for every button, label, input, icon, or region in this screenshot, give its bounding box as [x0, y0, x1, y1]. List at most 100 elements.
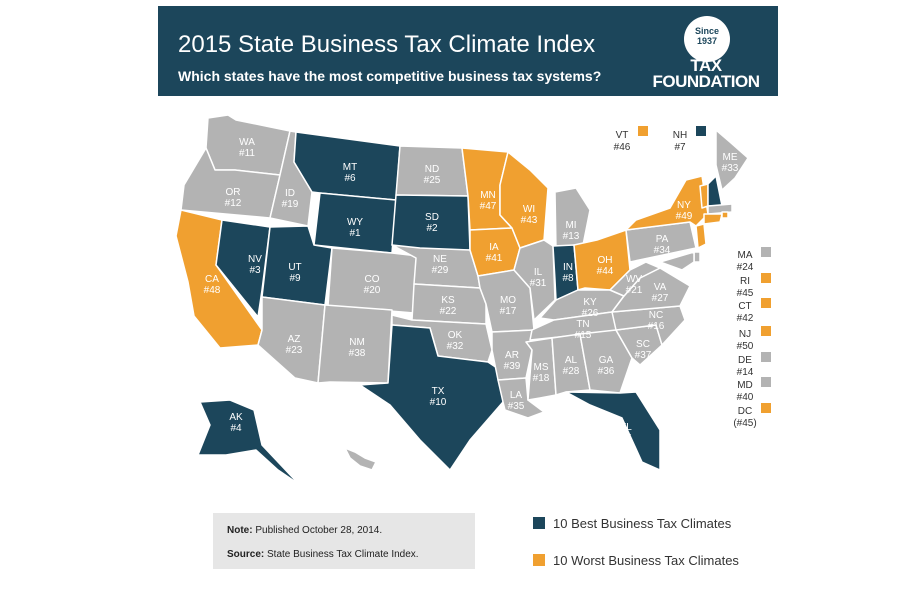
state-code: WY [347, 217, 363, 228]
state-ak [197, 399, 301, 486]
state-code: NE [433, 254, 447, 265]
state-code: MI [565, 220, 576, 231]
state-code: KY [583, 297, 597, 308]
state-label-wy: WY #1 [347, 217, 363, 239]
state-rank: #25 [424, 175, 441, 186]
state-wv [609, 261, 661, 297]
callout-code: NJ [739, 329, 751, 340]
state-rank: #48 [204, 285, 221, 296]
state-code: AL [565, 355, 578, 366]
state-label-mn: MN #47 [480, 190, 497, 212]
state-code: WA [239, 137, 255, 148]
legend-worst-swatch [533, 554, 545, 566]
state-label-ia: IA #41 [486, 242, 503, 264]
state-de [693, 251, 701, 263]
state-label-ms: MS #18 [533, 362, 550, 384]
state-md [659, 251, 695, 271]
state-label-tx: TX #10 [430, 386, 447, 408]
callout-code: MD [737, 380, 753, 391]
state-rank: #6 [344, 173, 356, 184]
state-rank: #41 [486, 253, 503, 264]
state-rank: #19 [282, 199, 299, 210]
state-label-sc: SC #37 [635, 339, 652, 361]
state-label-ok: OK #32 [447, 330, 464, 352]
callout-swatch-md [761, 377, 771, 387]
state-ri [721, 211, 729, 219]
state-rank: #30 [337, 473, 354, 484]
state-me [715, 129, 749, 191]
state-label-ne: NE #29 [432, 254, 449, 276]
state-label-ut: UT #9 [288, 262, 301, 284]
state-rank: #17 [500, 306, 517, 317]
state-label-fl: FL #5 [620, 422, 632, 444]
callout-swatch-ct [761, 298, 771, 308]
state-rank: #3 [249, 265, 261, 276]
callout-code: NH [673, 130, 687, 141]
page-title: 2015 State Business Tax Climate Index [178, 31, 596, 58]
state-rank: #28 [563, 366, 580, 377]
state-label-or: OR #12 [225, 187, 242, 209]
state-rank: #29 [432, 265, 449, 276]
state-vt [699, 183, 709, 209]
state-code: AK [229, 412, 243, 423]
state-rank: #9 [289, 273, 301, 284]
state-ga [579, 329, 633, 394]
state-code: KS [441, 295, 455, 306]
callout-label-ri: RI #45 [737, 276, 754, 299]
state-label-mi: MI #13 [563, 220, 580, 242]
callout-swatch-ma [761, 247, 771, 257]
state-label-ky: KY #26 [582, 297, 599, 319]
state-rank: #44 [597, 266, 614, 277]
state-code: UT [288, 262, 301, 273]
state-label-ca: CA #48 [204, 274, 221, 296]
state-il [513, 239, 556, 321]
state-label-ga: GA #36 [598, 355, 615, 377]
note-line: Note: Published October 28, 2014. [227, 525, 382, 536]
state-code: LA [510, 390, 523, 401]
logo-word-tax: TAX [690, 56, 722, 75]
state-code: NV [248, 254, 262, 265]
state-code: OR [226, 187, 241, 198]
callout-rank: #42 [737, 313, 754, 324]
state-la [497, 377, 545, 419]
state-label-hi: HI #30 [337, 462, 354, 484]
state-code: IN [563, 262, 573, 273]
state-code: MO [500, 295, 516, 306]
state-rank: #37 [635, 350, 652, 361]
state-rank: #20 [364, 285, 381, 296]
state-rank: #21 [626, 285, 643, 296]
state-ks [411, 283, 487, 325]
state-rank: #4 [230, 423, 242, 434]
state-hi [344, 447, 377, 471]
state-code: CO [365, 274, 380, 285]
state-code: VA [654, 282, 667, 293]
state-rank: #26 [582, 308, 599, 319]
state-label-nm: NM #38 [349, 337, 366, 359]
state-nm [317, 304, 393, 384]
state-code: WV [626, 274, 642, 285]
source-label: Source: [227, 549, 265, 560]
state-fl [565, 391, 661, 471]
callout-rank: #24 [737, 262, 754, 273]
header-banner: 2015 State Business Tax Climate Index Wh… [158, 6, 778, 96]
state-nj [695, 223, 707, 249]
state-label-pa: PA #34 [654, 234, 671, 256]
callout-rank: (#45) [733, 418, 756, 429]
state-rank: #12 [225, 198, 242, 209]
state-rank: #39 [504, 361, 521, 372]
state-ny [625, 175, 709, 231]
state-rank: #13 [563, 231, 580, 242]
state-code: ME [723, 152, 738, 163]
state-code: FL [620, 422, 632, 433]
state-rank: #33 [722, 163, 739, 174]
callout-rank: #45 [737, 288, 754, 299]
callout-label-ma: MA #24 [737, 250, 754, 273]
state-rank: #2 [426, 223, 438, 234]
state-code: SC [636, 339, 650, 350]
state-mi [554, 187, 591, 251]
state-label-me: ME #33 [722, 152, 739, 174]
legend-best-label: 10 Best Business Tax Climates [553, 516, 732, 531]
state-rank: #49 [676, 211, 693, 222]
state-code: IA [489, 242, 499, 253]
